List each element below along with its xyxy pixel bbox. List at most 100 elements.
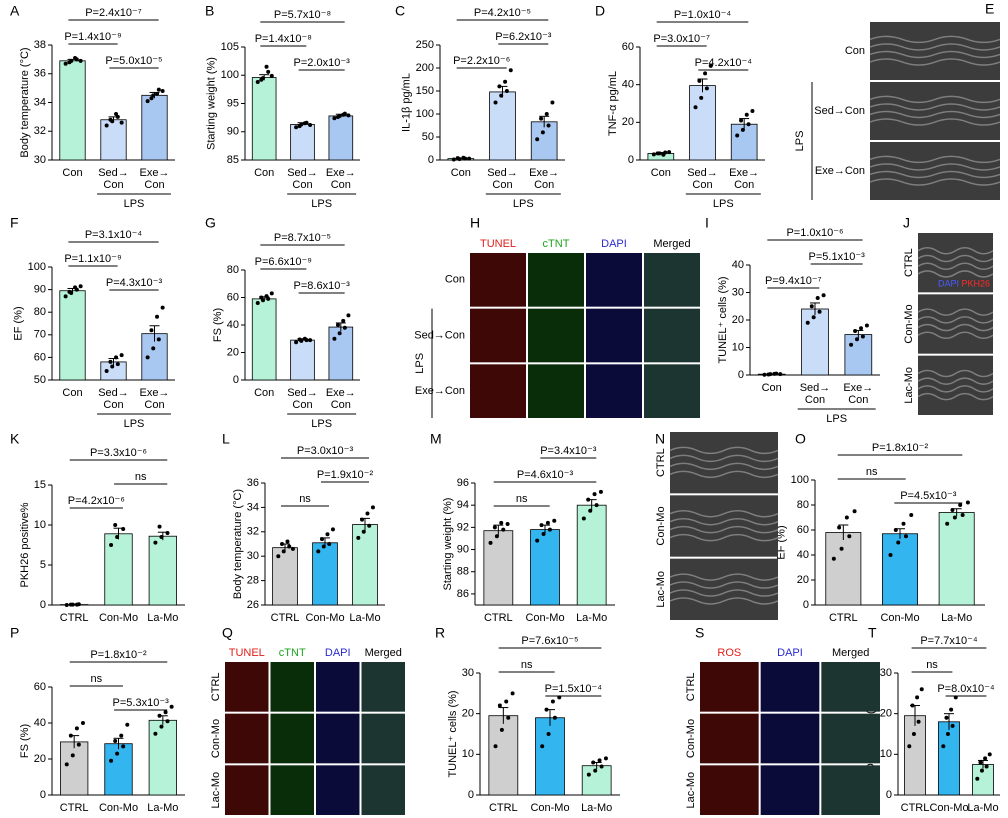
data-point bbox=[67, 289, 72, 294]
data-point bbox=[504, 699, 509, 704]
data-point bbox=[547, 527, 552, 532]
data-point bbox=[155, 91, 160, 96]
data-point bbox=[586, 772, 591, 777]
echo-trace bbox=[917, 369, 994, 378]
data-point bbox=[119, 733, 124, 738]
x-tick-label: Exe→ Con bbox=[140, 387, 170, 411]
data-point bbox=[693, 105, 698, 110]
data-point bbox=[546, 123, 551, 128]
echo-trace bbox=[869, 35, 1001, 44]
image bbox=[528, 308, 584, 363]
data-point bbox=[109, 758, 114, 763]
data-point bbox=[983, 756, 988, 761]
x-tick-label: La-Mo bbox=[349, 612, 380, 624]
x-tick-label: Exe→ Con bbox=[326, 167, 356, 191]
x-tick-label-line: Con bbox=[144, 179, 164, 191]
bar bbox=[489, 91, 516, 161]
data-point bbox=[308, 338, 313, 343]
p-value: P=1.8x10⁻² bbox=[90, 649, 147, 661]
data-point bbox=[455, 156, 460, 161]
y-tick-label: 105 bbox=[221, 41, 239, 53]
echo-trace bbox=[869, 58, 1001, 66]
data-point bbox=[104, 123, 109, 128]
echo-trace bbox=[669, 573, 779, 581]
x-tick-label-line: Exe→ bbox=[529, 167, 559, 179]
image bbox=[644, 364, 700, 418]
y-tick-label: 36 bbox=[34, 68, 46, 80]
data-point bbox=[704, 86, 709, 91]
y-tick-label: 34 bbox=[34, 96, 46, 108]
image bbox=[361, 662, 405, 712]
data-point bbox=[370, 505, 375, 510]
data-point bbox=[269, 291, 274, 296]
x-tick-label: CTRL bbox=[60, 612, 89, 624]
row-label: CTRL bbox=[903, 248, 915, 277]
column-label: DAPI bbox=[777, 647, 803, 659]
data-point bbox=[896, 540, 901, 545]
data-point bbox=[699, 95, 704, 100]
panel-letter: F bbox=[10, 215, 19, 231]
data-point bbox=[893, 528, 898, 532]
row-label: Con bbox=[845, 45, 865, 57]
data-point bbox=[984, 764, 989, 769]
image bbox=[760, 765, 820, 815]
panel-letter: P bbox=[10, 625, 19, 641]
data-point bbox=[811, 315, 816, 320]
data-point bbox=[916, 719, 921, 724]
data-point bbox=[494, 534, 499, 539]
y-tick-label: 92 bbox=[457, 521, 469, 533]
y-tick-label: 0 bbox=[468, 789, 474, 801]
image bbox=[918, 355, 993, 415]
panel-letter: T bbox=[868, 625, 877, 641]
data-point bbox=[360, 517, 365, 522]
y-tick-label: 100 bbox=[791, 474, 809, 486]
y-axis-label: Starting weight (%) bbox=[442, 498, 454, 591]
x-tick-label-line: Con bbox=[292, 179, 312, 191]
y-axis-label: TUNEL⁺ cells (%) bbox=[447, 690, 459, 777]
x-tick-label: Con-Mo bbox=[929, 802, 968, 814]
echo-trace bbox=[917, 254, 994, 263]
p-value: P=1.9x10⁻² bbox=[317, 469, 374, 481]
echo-trace bbox=[669, 533, 779, 542]
data-point bbox=[165, 531, 170, 535]
data-point bbox=[598, 489, 603, 494]
data-point bbox=[952, 515, 957, 520]
data-point bbox=[149, 328, 154, 333]
data-point bbox=[960, 513, 965, 517]
y-tick-label: 100 bbox=[416, 108, 434, 120]
x-tick-label: Con-Mo bbox=[99, 802, 138, 814]
data-point bbox=[550, 100, 555, 105]
data-point bbox=[503, 79, 508, 84]
echo-trace bbox=[869, 163, 1001, 171]
x-tick-label: Con bbox=[762, 382, 782, 394]
image bbox=[270, 765, 314, 815]
y-tick-label: 90 bbox=[34, 284, 46, 296]
y-tick-label: 34 bbox=[247, 501, 259, 513]
data-point bbox=[497, 84, 502, 89]
column-label: ROS bbox=[717, 647, 741, 659]
data-point bbox=[276, 554, 281, 559]
data-point bbox=[535, 137, 540, 142]
y-tick-label: 70 bbox=[34, 329, 46, 341]
panel-letter: O bbox=[795, 431, 806, 447]
image bbox=[870, 142, 1000, 200]
data-point bbox=[151, 346, 156, 351]
p-value: ns bbox=[135, 471, 147, 483]
data-point bbox=[854, 337, 859, 342]
bar bbox=[328, 326, 354, 381]
data-point bbox=[367, 523, 372, 528]
y-tick-label: 88 bbox=[457, 566, 469, 578]
p-value: ns bbox=[521, 659, 533, 671]
y-tick-label: 0 bbox=[428, 154, 434, 166]
data-point bbox=[335, 115, 340, 120]
bar bbox=[104, 743, 133, 796]
y-tick-label: 38 bbox=[34, 39, 46, 51]
data-point bbox=[151, 93, 156, 98]
x-tick-label: Exe→ Con bbox=[843, 382, 873, 406]
image bbox=[225, 662, 269, 712]
y-tick-label: 32 bbox=[247, 526, 259, 538]
y-tick-label: 150 bbox=[416, 85, 434, 97]
data-point bbox=[651, 152, 656, 157]
p-value: P=4.2x10⁻⁵ bbox=[474, 7, 531, 19]
data-point bbox=[266, 69, 271, 74]
